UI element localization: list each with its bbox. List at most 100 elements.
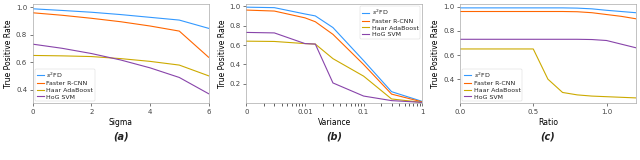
HoG SVM — [456, 38, 464, 40]
HoG SVM — [603, 40, 611, 41]
Faster R-CNN — [544, 11, 552, 12]
Haar AdaBoost — [618, 96, 625, 98]
Legend: $s^2$FD, Faster R-CNN, Haar AdaBoost, HoG SVM: $s^2$FD, Faster R-CNN, Haar AdaBoost, Ho… — [35, 68, 95, 101]
HoG SVM — [205, 93, 212, 95]
Haar AdaBoost — [88, 56, 95, 57]
X-axis label: Sigma: Sigma — [109, 118, 132, 127]
Haar AdaBoost — [456, 48, 464, 50]
Haar AdaBoost — [573, 94, 581, 96]
Haar AdaBoost — [329, 58, 337, 60]
Faster R-CNN — [632, 18, 639, 20]
Line: Faster R-CNN: Faster R-CNN — [460, 12, 636, 19]
HoG SVM — [618, 43, 625, 45]
Haar AdaBoost — [486, 48, 493, 50]
Haar AdaBoost — [146, 60, 154, 62]
X-axis label: Ratio: Ratio — [538, 118, 558, 127]
Faster R-CNN — [360, 64, 367, 65]
Line: HoG SVM: HoG SVM — [460, 39, 636, 48]
HoG SVM — [243, 32, 250, 33]
HoG SVM — [588, 39, 596, 40]
Line: $s^2$FD: $s^2$FD — [33, 9, 209, 28]
HoG SVM — [559, 38, 566, 40]
HoG SVM — [500, 38, 508, 40]
$s^2$FD — [146, 16, 154, 18]
Haar AdaBoost — [58, 55, 66, 57]
Faster R-CNN — [588, 12, 596, 14]
HoG SVM — [360, 95, 367, 97]
Faster R-CNN — [88, 17, 95, 19]
Faster R-CNN — [29, 12, 36, 14]
$s^2$FD — [88, 11, 95, 13]
$s^2$FD — [588, 8, 596, 10]
$s^2$FD — [360, 60, 367, 62]
$s^2$FD — [529, 7, 537, 9]
$s^2$FD — [419, 100, 426, 102]
Haar AdaBoost — [471, 48, 479, 50]
Faster R-CNN — [312, 21, 319, 23]
HoG SVM — [471, 38, 479, 40]
Line: HoG SVM: HoG SVM — [246, 32, 422, 102]
Faster R-CNN — [529, 11, 537, 12]
Line: Haar AdaBoost: Haar AdaBoost — [246, 41, 422, 102]
Faster R-CNN — [301, 17, 309, 19]
HoG SVM — [117, 59, 125, 61]
$s^2$FD — [486, 7, 493, 9]
$s^2$FD — [573, 7, 581, 9]
Haar AdaBoost — [175, 64, 183, 66]
Faster R-CNN — [146, 25, 154, 27]
Haar AdaBoost — [271, 40, 278, 42]
Y-axis label: True Positive Rate: True Positive Rate — [4, 20, 13, 88]
HoG SVM — [29, 43, 36, 45]
$s^2$FD — [471, 7, 479, 9]
Haar AdaBoost — [632, 97, 639, 99]
Text: (b): (b) — [326, 131, 342, 141]
Haar AdaBoost — [588, 95, 596, 97]
Haar AdaBoost — [243, 40, 250, 42]
Faster R-CNN — [419, 101, 426, 103]
Line: Haar AdaBoost: Haar AdaBoost — [33, 56, 209, 76]
HoG SVM — [312, 43, 319, 45]
HoG SVM — [301, 43, 309, 44]
$s^2$FD — [500, 7, 508, 9]
HoG SVM — [88, 52, 95, 54]
$s^2$FD — [175, 19, 183, 21]
Haar AdaBoost — [529, 48, 537, 50]
$s^2$FD — [205, 27, 212, 29]
Faster R-CNN — [603, 14, 611, 16]
Haar AdaBoost — [603, 96, 611, 98]
Faster R-CNN — [471, 11, 479, 12]
Y-axis label: True Positive Rate: True Positive Rate — [218, 20, 227, 88]
Line: $s^2$FD: $s^2$FD — [460, 8, 636, 13]
Faster R-CNN — [618, 15, 625, 17]
HoG SVM — [329, 82, 337, 84]
$s^2$FD — [388, 91, 396, 93]
HoG SVM — [175, 76, 183, 78]
HoG SVM — [58, 47, 66, 49]
Faster R-CNN — [388, 93, 396, 95]
$s^2$FD — [58, 9, 66, 11]
Faster R-CNN — [243, 9, 250, 11]
Faster R-CNN — [486, 11, 493, 12]
$s^2$FD — [29, 8, 36, 10]
Haar AdaBoost — [419, 101, 426, 103]
Text: (a): (a) — [113, 131, 129, 141]
Haar AdaBoost — [500, 48, 508, 50]
Line: $s^2$FD: $s^2$FD — [246, 7, 422, 101]
HoG SVM — [515, 38, 522, 40]
Faster R-CNN — [559, 11, 566, 12]
$s^2$FD — [515, 7, 522, 9]
$s^2$FD — [301, 13, 309, 15]
$s^2$FD — [559, 7, 566, 9]
$s^2$FD — [117, 14, 125, 16]
Line: Faster R-CNN: Faster R-CNN — [33, 13, 209, 57]
Haar AdaBoost — [301, 43, 309, 44]
Faster R-CNN — [515, 11, 522, 12]
$s^2$FD — [243, 6, 250, 8]
Faster R-CNN — [329, 33, 337, 35]
$s^2$FD — [329, 27, 337, 28]
Line: Faster R-CNN: Faster R-CNN — [246, 10, 422, 102]
Legend: $s^2$FD, Faster R-CNN, Haar AdaBoost, HoG SVM: $s^2$FD, Faster R-CNN, Haar AdaBoost, Ho… — [462, 68, 522, 101]
HoG SVM — [486, 38, 493, 40]
Haar AdaBoost — [515, 48, 522, 50]
Faster R-CNN — [205, 56, 212, 58]
